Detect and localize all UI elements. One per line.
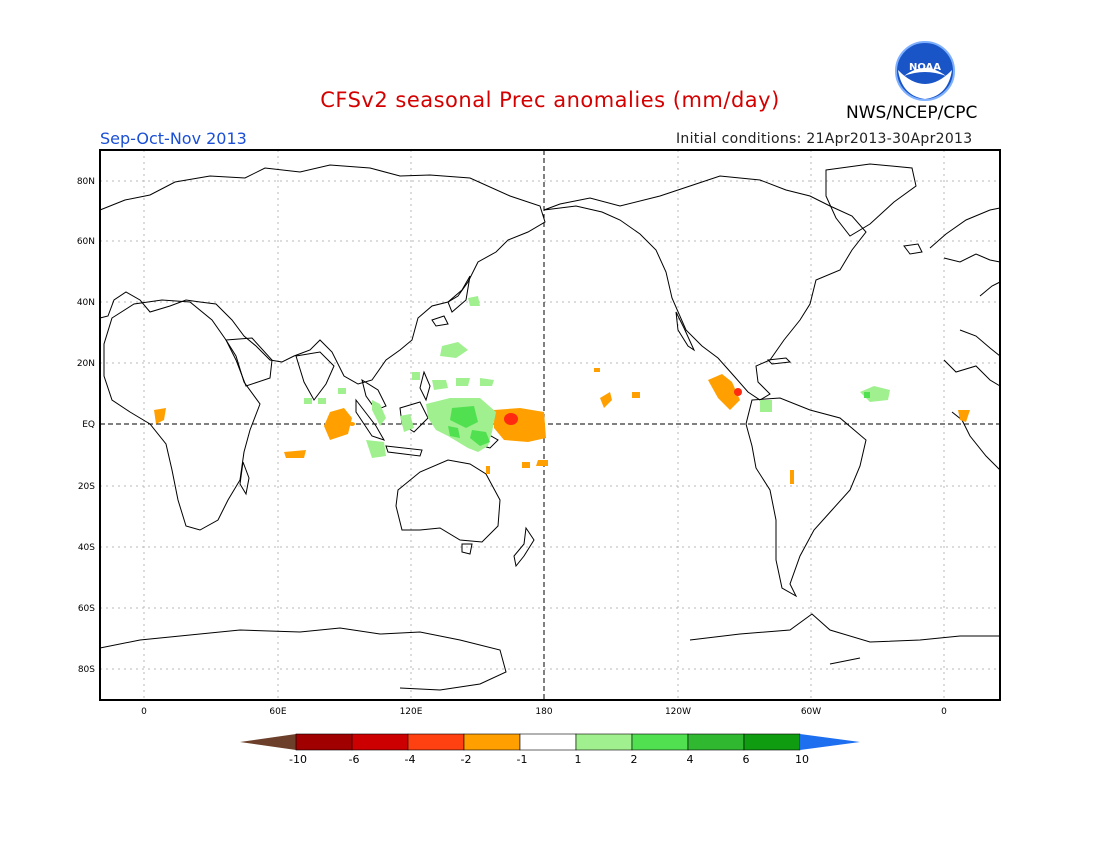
strong-negative-anomaly bbox=[504, 388, 742, 425]
lon-label: 180 bbox=[535, 707, 552, 717]
latitude-labels: 80N 60N 40N 20N EQ 20S 40S 60S 80S bbox=[77, 177, 95, 675]
lon-label: 120W bbox=[665, 707, 691, 717]
colorbar-label: 1 bbox=[575, 753, 582, 766]
lat-label: 20N bbox=[77, 359, 95, 369]
colorbar-label: -4 bbox=[405, 753, 416, 766]
noaa-logo: NOAA bbox=[895, 41, 955, 101]
lat-label: 80S bbox=[78, 665, 95, 675]
colorbar-segment bbox=[463, 733, 521, 751]
colorbar-high-arrow bbox=[800, 734, 860, 750]
lat-label: 40N bbox=[77, 298, 95, 308]
lat-label: 80N bbox=[77, 177, 95, 187]
lon-label: 0 bbox=[941, 707, 947, 717]
lat-label: 60N bbox=[77, 237, 95, 247]
colorbar-label: -10 bbox=[289, 753, 307, 766]
colorbar-label: -1 bbox=[517, 753, 528, 766]
colorbar-label: -2 bbox=[461, 753, 472, 766]
colorbar: -10 -6 -4 -2 -1 1 2 4 6 10 bbox=[240, 733, 860, 766]
lat-label: 60S bbox=[78, 604, 95, 614]
strong-positive-anomaly bbox=[448, 392, 870, 446]
colorbar-segment bbox=[351, 733, 409, 751]
colorbar-label: 2 bbox=[631, 753, 638, 766]
season-label: Sep-Oct-Nov 2013 bbox=[100, 129, 247, 148]
lat-label: EQ bbox=[82, 420, 95, 430]
colorbar-segment bbox=[407, 733, 465, 751]
colorbar-segment bbox=[687, 733, 745, 751]
colorbar-segment bbox=[295, 733, 353, 751]
longitude-labels: 0 60E 120E 180 120W 60W 0 bbox=[141, 707, 947, 717]
graticule bbox=[100, 150, 1000, 700]
anomaly-patches bbox=[154, 296, 970, 484]
lon-label: 0 bbox=[141, 707, 147, 717]
colorbar-segment bbox=[743, 733, 801, 751]
initial-conditions-label: Initial conditions: 21Apr2013-30Apr2013 bbox=[676, 131, 973, 147]
colorbar-label: -6 bbox=[349, 753, 360, 766]
colorbar-label: 4 bbox=[687, 753, 694, 766]
map-border bbox=[99, 149, 1001, 701]
coastlines bbox=[99, 163, 1001, 691]
svg-text:NOAA: NOAA bbox=[909, 62, 941, 73]
map-title: CFSv2 seasonal Prec anomalies (mm/day) bbox=[320, 88, 780, 112]
lat-label: 40S bbox=[78, 543, 95, 553]
lon-label: 120E bbox=[400, 707, 423, 717]
colorbar-segment bbox=[575, 733, 633, 751]
lon-label: 60W bbox=[801, 707, 821, 717]
lon-label: 60E bbox=[269, 707, 286, 717]
lat-label: 20S bbox=[78, 482, 95, 492]
colorbar-segment bbox=[519, 733, 577, 751]
colorbar-label: 6 bbox=[743, 753, 750, 766]
colorbar-label: 10 bbox=[795, 753, 809, 766]
colorbar-low-arrow bbox=[240, 734, 296, 750]
agency-label: NWS/NCEP/CPC bbox=[846, 103, 978, 123]
colorbar-segment bbox=[631, 733, 689, 751]
